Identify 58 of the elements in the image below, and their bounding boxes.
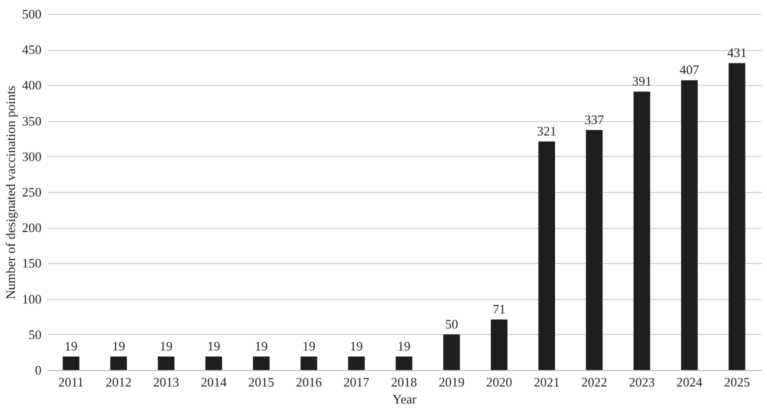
bar — [728, 63, 746, 370]
y-tick-label: 50 — [28, 326, 42, 342]
y-tick-label: 100 — [22, 291, 42, 306]
y-tick-label: 300 — [22, 148, 42, 164]
bar — [110, 356, 127, 370]
y-tick-label: 350 — [22, 113, 42, 128]
bar — [252, 356, 270, 370]
bar — [62, 356, 80, 370]
data-label: 19 — [64, 338, 78, 354]
data-label: 407 — [680, 62, 700, 78]
data-label: 19 — [160, 338, 173, 354]
x-tick-label: 2023 — [628, 374, 655, 390]
y-tick-label: 450 — [22, 42, 42, 58]
y-tick-label: 0 — [35, 362, 42, 378]
data-label: 19 — [254, 338, 268, 354]
y-tick-label: 250 — [22, 184, 42, 200]
data-label: 391 — [632, 74, 652, 89]
bar — [490, 319, 508, 370]
data-label: 321 — [536, 123, 556, 138]
data-label: 19 — [207, 338, 220, 354]
x-tick-label: 2024 — [676, 374, 703, 390]
data-label: 431 — [727, 45, 747, 60]
x-tick-label: 2014 — [200, 374, 228, 390]
x-tick-label: 2011 — [58, 374, 84, 390]
data-label: 50 — [445, 316, 458, 332]
x-tick-label: 2019 — [438, 374, 465, 390]
y-tick-label: 200 — [22, 220, 42, 236]
x-tick-label: 2018 — [391, 374, 417, 390]
bar — [538, 141, 556, 370]
x-tick-label: 2025 — [724, 374, 750, 390]
x-tick-label: 2013 — [153, 374, 180, 390]
bar — [158, 356, 174, 370]
data-label: 71 — [492, 301, 506, 316]
y-tick-label: 500 — [22, 6, 42, 22]
data-label: 19 — [350, 338, 363, 354]
bar — [396, 356, 412, 370]
bar — [205, 356, 222, 370]
bar — [586, 130, 603, 370]
data-label: 337 — [584, 112, 605, 128]
bar — [300, 356, 318, 370]
x-tick-label: 2021 — [534, 374, 560, 390]
y-axis-title: Number of designated vaccination points — [3, 86, 18, 300]
bar — [634, 92, 650, 370]
x-tick-label: 2012 — [106, 374, 132, 390]
bar — [348, 356, 365, 370]
data-label: 19 — [112, 338, 126, 354]
bar — [681, 80, 698, 370]
x-tick-label: 2020 — [486, 374, 512, 390]
x-tick-label: 2017 — [343, 374, 370, 390]
x-axis-title: Year — [392, 392, 418, 406]
y-tick-label: 400 — [22, 78, 42, 93]
data-label: 19 — [398, 338, 410, 354]
data-label: 19 — [302, 338, 316, 354]
x-tick-label: 2022 — [581, 374, 608, 390]
x-tick-label: 2015 — [248, 374, 274, 390]
bar — [443, 334, 460, 370]
y-tick-label: 150 — [22, 256, 42, 271]
x-tick-label: 2016 — [296, 374, 322, 390]
